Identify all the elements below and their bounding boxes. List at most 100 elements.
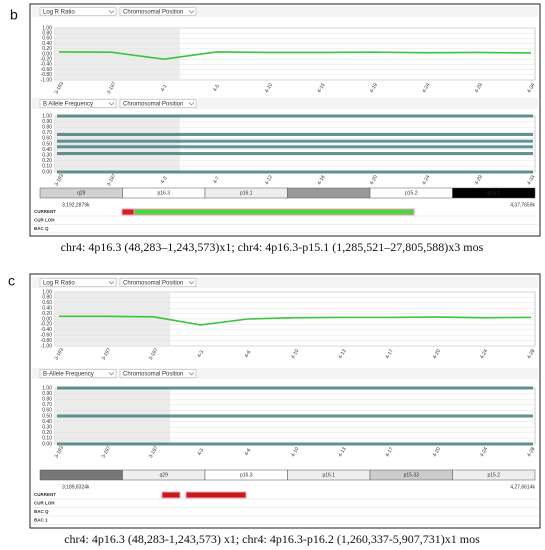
x-tick-label: 4-33 [526,174,536,186]
x-tick-label: 4-3 [196,349,205,358]
section-header [32,98,538,109]
dropdown[interactable] [119,369,197,378]
section-header [32,368,538,379]
dropdown-arrow [188,281,195,285]
band-label: p15.2 [405,190,418,196]
dropdown-arrow [108,281,115,285]
y-tick-label: -1.00 [41,343,53,349]
y-tick-label: 0.20 [42,311,52,317]
y-tick-label: 0.30 [42,153,52,159]
x-tick-label: 4-28 [526,348,536,360]
baf-cluster [57,139,533,143]
y-tick-label: 0.60 [42,408,52,414]
x-tick-label: 3-197 [106,81,118,95]
band-label: p16.1 [322,472,335,478]
segment-loss [121,208,135,216]
dropdown[interactable] [119,99,197,108]
y-tick-label: 0.60 [42,36,52,42]
caption: chr4: 4p16.3 (48,283–1,243,573)x1; chr4:… [61,240,484,254]
x-tick-label: 3-197 [101,347,113,361]
y-tick-label: 0.30 [42,425,52,431]
dropdown[interactable] [39,7,117,16]
track-label: CURRENT [34,492,56,497]
y-tick-label: 1.00 [42,113,52,119]
x-tick-label: 4-24 [479,446,489,458]
x-tick-label: 4-24 [421,174,431,186]
y-tick-label: 0.00 [42,316,52,322]
segment-gain [133,208,415,216]
y-tick-label: 0.10 [42,164,52,170]
band-label: p15.33 [404,472,420,478]
baf-cluster [57,152,533,156]
x-tick-label: 4-19 [369,82,379,94]
dropdown[interactable] [119,278,197,287]
x-tick-label: 4-10 [290,446,300,458]
section-header [32,277,538,288]
chromosome-band [452,187,536,199]
dropdown-label: Chromosomal Position [123,280,183,286]
y-tick-label: 0.40 [42,419,52,425]
band-label: q29 [160,472,169,478]
x-tick-label: 4-5 [212,83,221,92]
y-tick-label: -0.20 [41,322,53,328]
x-tick-label: 4-20 [432,446,442,458]
dropdown-label: Chromosomal Position [123,371,183,377]
y-tick-label: 0.80 [42,295,52,301]
x-tick-label: 4-20 [369,174,379,186]
x-tick-label: 4-13 [337,348,347,360]
dropdown-label: Log R Ratio [43,280,75,286]
y-tick-label: -0.80 [41,72,53,78]
log-r-trend [59,315,532,326]
y-tick-label: 0.50 [42,413,52,419]
track-label: CURRENT [34,209,56,214]
y-tick-label: 0.80 [42,397,52,403]
x-tick-label: 4-17 [385,446,395,458]
x-tick-label: 4-10 [264,82,274,94]
dropdown-arrow [108,102,115,106]
x-tick-label: 4-10 [290,348,300,360]
dropdown[interactable] [119,7,197,16]
chromosome-band [452,469,536,481]
dropdown[interactable] [39,99,117,108]
x-tick-label: 3-197 [148,347,160,361]
track-label: BAC Q [34,226,49,231]
x-tick-label: 4-12 [264,174,274,186]
y-tick-label: 0.50 [42,141,52,147]
dropdown[interactable] [39,369,117,378]
x-tick-label: 4-17 [385,348,395,360]
y-tick-label: 0.80 [42,125,52,131]
band-label: p16.3 [240,472,253,478]
x-tick-label: 4-24 [479,348,489,360]
end-coordinate: 4,27,6614k [510,484,535,490]
x-tick-label: 4-1 [160,83,169,92]
track-label: CUR LOH [34,218,55,223]
x-tick-label: 3-193 [53,445,65,459]
y-tick-label: 1.00 [42,289,52,295]
x-tick-label: 4-16 [316,174,326,186]
x-tick-label: 3-197 [148,445,160,459]
start-coordinate: 3,192,2879k [62,202,90,208]
baf-cluster [57,114,533,118]
start-coordinate: 3,189,8324k [62,484,90,490]
baf-cluster [57,386,533,390]
y-tick-label: -1.00 [41,77,53,83]
dropdown-label: B Allele Frequency [43,101,93,107]
baf-cluster [57,170,533,174]
y-tick-label: -0.40 [41,62,53,68]
band-label: q29 [77,190,86,196]
x-tick-label: 4-7 [212,175,221,184]
dropdown[interactable] [39,278,117,287]
y-tick-label: 0.00 [42,169,52,175]
panel-frame [29,3,541,237]
x-tick-label: 4-13 [337,446,347,458]
y-tick-label: -0.40 [41,327,53,333]
segment-loss [185,491,247,499]
panel-label: c [8,273,15,289]
baf-cluster [57,414,533,418]
x-tick-label: 4-29 [474,82,484,94]
log-r-trend [58,51,532,61]
y-tick-label: 0.20 [42,430,52,436]
y-tick-label: 0.80 [42,31,52,37]
track-label: CUR LOH [34,501,55,506]
